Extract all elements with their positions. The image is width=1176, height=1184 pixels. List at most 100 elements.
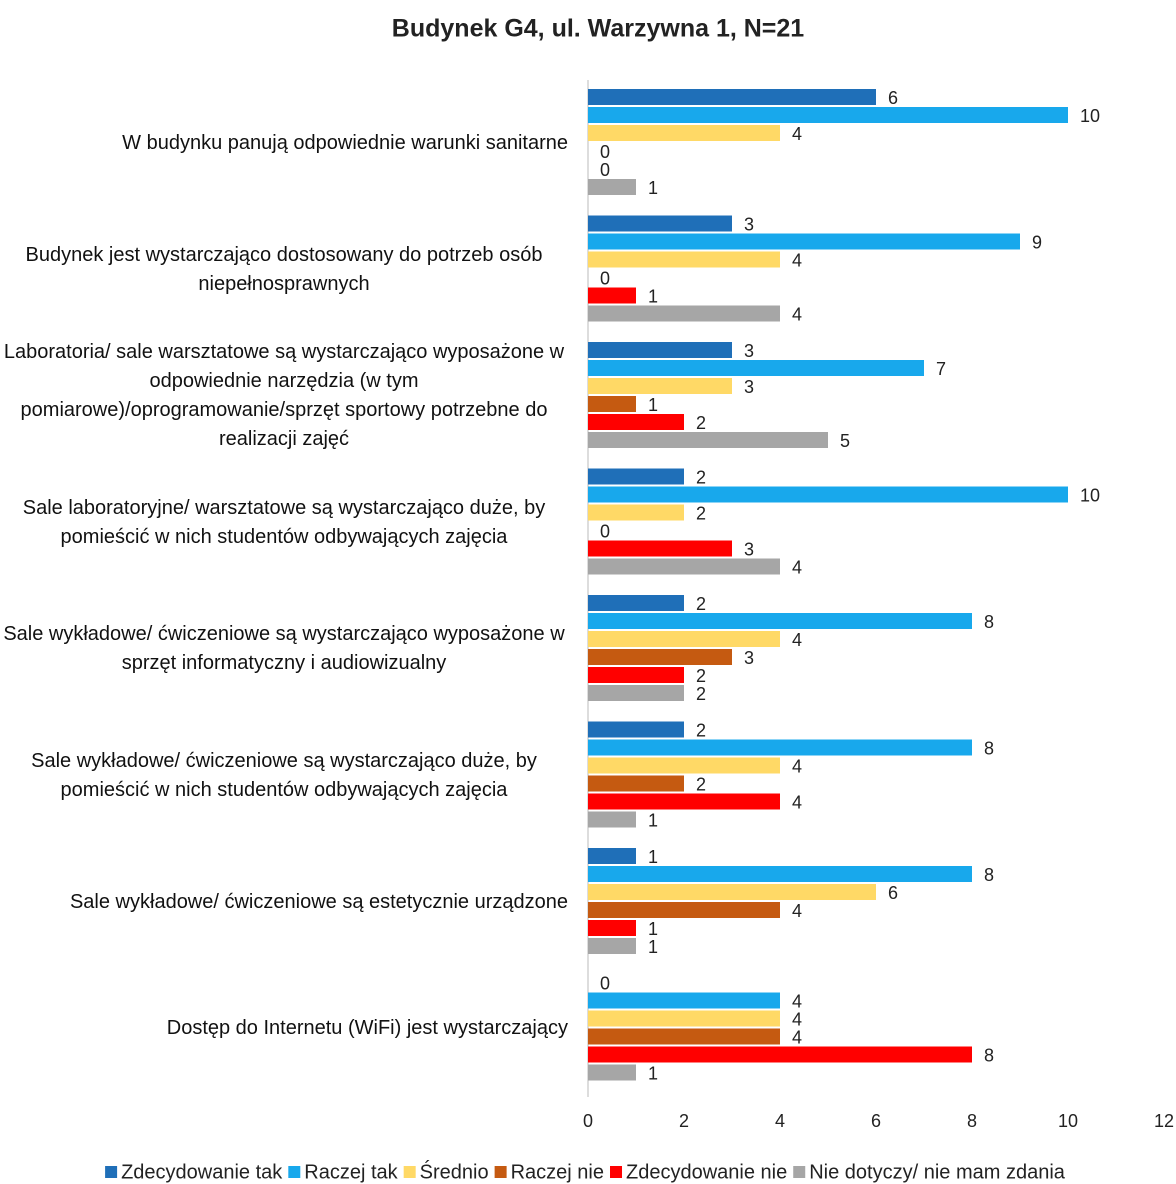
category-label: Sale wykładowe/ ćwiczeniowe są wystarcza… [3,623,565,674]
category-label-box: Sale wykładowe/ ćwiczeniowe są wystarcza… [0,595,568,703]
value-label: 1 [648,286,658,306]
bar [588,1028,780,1045]
value-label: 4 [792,557,802,577]
bar [588,649,732,665]
value-label: 0 [600,160,610,180]
bar [588,287,636,304]
value-label: 4 [792,250,802,270]
bar [588,396,636,412]
bar [588,721,684,738]
x-tick-label: 10 [1058,1111,1078,1131]
value-label: 2 [696,666,706,686]
value-label: 8 [984,738,994,758]
legend-swatch [610,1166,623,1178]
value-label: 4 [792,756,802,776]
x-tick-label: 0 [583,1111,593,1131]
value-label: 10 [1080,106,1100,126]
bar [588,360,924,376]
bar [588,558,780,575]
legend-label: Zdecydowanie tak [121,1161,283,1183]
bar [588,1046,972,1063]
bar [588,305,780,322]
bar [588,251,780,268]
value-label: 1 [648,395,658,415]
legend-swatch [288,1166,301,1178]
value-label: 0 [600,973,610,993]
bar [588,938,636,954]
bar [588,179,636,195]
legend-label: Raczej tak [304,1161,398,1183]
bar [588,884,876,900]
bar [588,902,780,918]
bar [588,775,684,792]
chart-title: Budynek G4, ul. Warzywna 1, N=21 [392,15,804,43]
value-label: 8 [984,865,994,885]
legend-swatch [105,1166,118,1178]
bar [588,739,972,756]
bar [588,757,780,774]
value-label: 6 [888,883,898,903]
value-label: 6 [888,88,898,108]
legend-label: Nie dotyczy/ nie mam zdania [809,1161,1066,1183]
value-label: 4 [792,630,802,650]
value-label: 2 [696,413,706,433]
value-label: 3 [744,539,754,559]
category-label: Sale laboratoryjne/ warsztatowe są wysta… [22,496,546,548]
value-label: 10 [1080,485,1100,505]
bar [588,540,732,557]
bar [588,920,636,936]
bar [588,685,684,701]
bar [588,848,636,864]
bar [588,667,684,683]
legend-swatch [403,1166,416,1178]
category-label-box: Budynek jest wystarczająco dostosowany d… [0,216,568,324]
bar [588,468,684,485]
value-label: 1 [648,919,658,939]
x-tick-label: 8 [967,1111,977,1131]
x-tick-label: 6 [871,1111,881,1131]
value-label: 1 [648,1063,658,1083]
bar [588,414,684,430]
bar [588,504,684,521]
bar [588,613,972,629]
category-label: Budynek jest wystarczająco dostosowany d… [25,243,543,295]
value-label: 4 [792,1027,802,1047]
bar [588,811,636,828]
category-label-box: Laboratoria/ sale warsztatowe są wystarc… [0,341,568,450]
x-tick-label: 2 [679,1111,689,1131]
bar [588,1010,780,1027]
value-label: 1 [648,847,658,867]
value-label: 2 [696,720,706,740]
value-label: 1 [648,178,658,198]
category-label-box: Sale wykładowe/ ćwiczeniowe są estetyczn… [0,848,568,956]
legend-swatch [494,1166,507,1178]
value-label: 1 [648,937,658,957]
value-label: 3 [744,377,754,397]
category-label: W budynku panują odpowiednie warunki san… [122,131,568,154]
category-label: Laboratoria/ sale warsztatowe są wystarc… [3,341,565,450]
value-label: 4 [792,991,802,1011]
value-label: 2 [696,594,706,614]
x-tick-label: 4 [775,1111,785,1131]
legend-swatch [793,1166,806,1178]
value-label: 4 [792,124,802,144]
bar [588,89,876,105]
bar [588,1064,636,1081]
category-label-box: Sale laboratoryjne/ warsztatowe są wysta… [0,469,568,577]
value-label: 2 [696,774,706,794]
category-label-box: Dostęp do Internetu (WiFi) jest wystarcz… [0,975,568,1083]
value-label: 3 [744,648,754,668]
bar [588,486,1068,503]
bar [588,631,780,647]
bar [588,866,972,882]
value-label: 8 [984,1045,994,1065]
bar [588,342,732,358]
category-label-box: Sale wykładowe/ ćwiczeniowe są wystarcza… [0,722,568,830]
legend-label: Średnio [420,1159,489,1183]
bar [588,378,732,394]
value-label: 0 [600,268,610,288]
value-label: 2 [696,467,706,487]
legend-label: Zdecydowanie nie [626,1161,787,1183]
bar [588,595,684,611]
category-label-box: W budynku panują odpowiednie warunki san… [0,89,568,197]
